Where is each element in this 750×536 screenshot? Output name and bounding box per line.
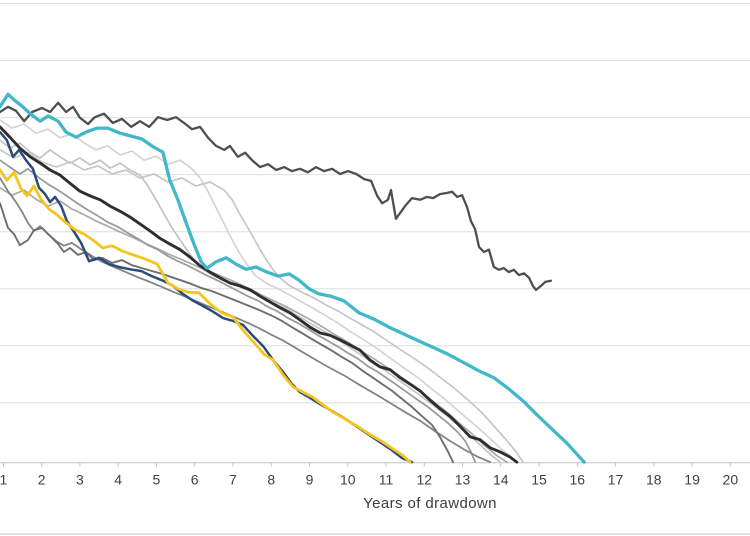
series-line-yellow [0, 168, 412, 464]
x-tick-label: 7 [229, 472, 237, 488]
series-line-gray-C [0, 177, 492, 464]
series-line-dark-gray-survivor [0, 101, 553, 292]
series-line-gray-G [0, 149, 524, 463]
x-tick-label: 15 [531, 472, 547, 488]
x-tick-label: 16 [570, 472, 586, 488]
x-tick-label: 14 [493, 472, 509, 488]
x-tick-label: 3 [76, 472, 84, 488]
x-tick-label: 4 [114, 472, 122, 488]
x-tick-label: 6 [191, 472, 199, 488]
x-tick-label: 19 [684, 472, 700, 488]
series-line-cyan [0, 92, 586, 464]
x-tick-label: 13 [455, 472, 471, 488]
x-tick-label: 18 [646, 472, 662, 488]
x-tick-label: 11 [379, 472, 394, 488]
x-axis-title: Years of drawdown [363, 495, 497, 512]
x-tick-label: 9 [306, 472, 314, 488]
x-tick-label: 8 [267, 472, 275, 488]
x-tick-label: 17 [608, 472, 624, 488]
x-tick-label: 20 [723, 472, 739, 488]
series-line-gray-A-dark [0, 202, 454, 464]
series-line-gray-F [0, 119, 517, 463]
x-tick-label: 5 [153, 472, 161, 488]
series-line-navy [0, 130, 414, 464]
x-tick-label: 10 [340, 472, 356, 488]
x-tick-label: 12 [416, 472, 432, 488]
series-line-gray-D [0, 139, 501, 463]
x-tick-label: 2 [38, 472, 46, 488]
page-bottom-divider [0, 533, 750, 535]
x-tick-label: 1 [0, 472, 8, 488]
series-line-gray-B [0, 159, 477, 464]
series-line-black [0, 125, 519, 464]
